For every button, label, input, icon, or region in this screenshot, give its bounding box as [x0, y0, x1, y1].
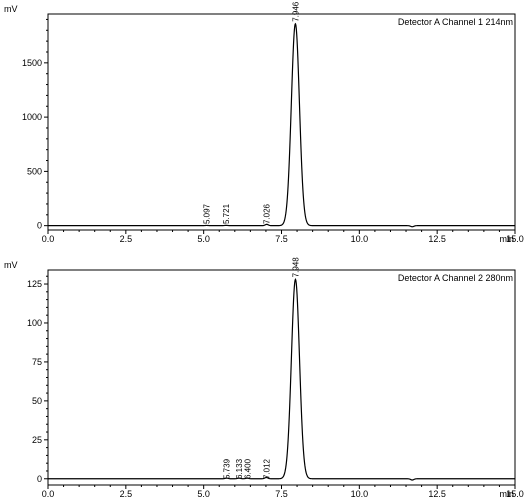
peak-label: 7.948 — [291, 257, 300, 278]
peak-label: 7.012 — [262, 458, 271, 479]
signal-trace — [48, 277, 515, 481]
peak-label: 7.946 — [291, 1, 300, 22]
x-tick-label: 0.0 — [42, 489, 55, 499]
y-tick-label: 50 — [32, 396, 42, 406]
x-tick-label: 12.5 — [428, 489, 446, 499]
chart-title: Detector A Channel 2 280nm — [398, 273, 513, 283]
y-tick-label: 1000 — [22, 112, 42, 122]
peak-label: 5.739 — [223, 458, 232, 479]
x-axis-label: min — [499, 489, 514, 499]
x-tick-label: 2.5 — [120, 489, 133, 499]
plot-frame — [47, 269, 516, 486]
x-tick-label: 15.0 — [506, 489, 524, 499]
y-tick-label: 75 — [32, 357, 42, 367]
x-tick-label: 2.5 — [120, 234, 133, 244]
x-tick-label: 0.0 — [42, 234, 55, 244]
peak-label: 5.097 — [203, 203, 212, 224]
peak-label: 6.133 — [235, 458, 244, 479]
chart-title: Detector A Channel 1 214nm — [398, 17, 513, 27]
x-tick-label: 5.0 — [197, 234, 210, 244]
x-tick-label: 7.5 — [275, 234, 288, 244]
y-tick-label: 0 — [37, 221, 42, 231]
x-axis-label: min — [499, 234, 514, 244]
x-tick-label: 7.5 — [275, 489, 288, 499]
peak-label: 6.400 — [243, 458, 252, 479]
y-axis-label: mV — [4, 260, 18, 270]
y-axis-label: mV — [4, 4, 18, 14]
y-tick-label: 25 — [32, 435, 42, 445]
plot-frame — [47, 13, 516, 231]
y-tick-label: 100 — [27, 318, 42, 328]
x-tick-label: 12.5 — [428, 234, 446, 244]
y-tick-label: 1500 — [22, 58, 42, 68]
y-tick-label: 500 — [27, 166, 42, 176]
y-tick-label: 125 — [27, 279, 42, 289]
y-tick-label: 0 — [37, 474, 42, 484]
x-tick-label: 10.0 — [351, 489, 369, 499]
x-tick-label: 15.0 — [506, 234, 524, 244]
x-tick-label: 10.0 — [351, 234, 369, 244]
signal-trace — [48, 22, 515, 228]
x-tick-label: 5.0 — [197, 489, 210, 499]
peak-label: 7.026 — [263, 203, 272, 224]
peak-label: 5.721 — [222, 203, 231, 224]
